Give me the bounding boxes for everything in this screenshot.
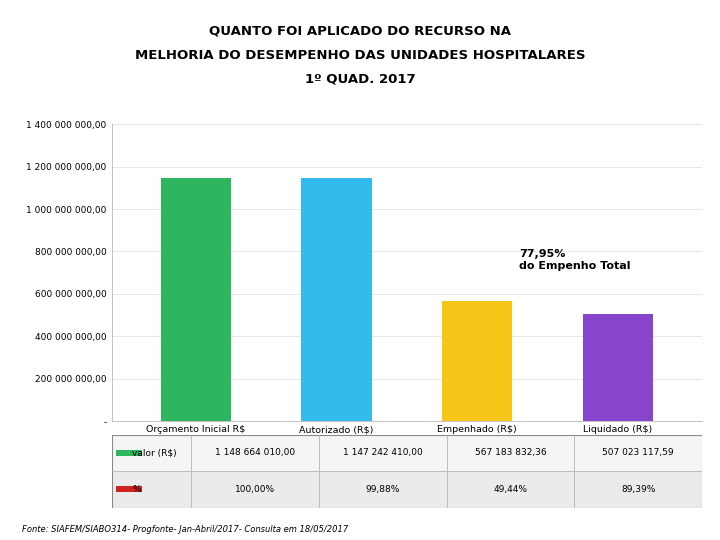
Bar [319, 471, 446, 508]
Bar [192, 471, 319, 508]
Text: QUANTO FOI APLICADO DO RECURSO NA: QUANTO FOI APLICADO DO RECURSO NA [209, 24, 511, 37]
Text: 1º QUAD. 2017: 1º QUAD. 2017 [305, 73, 415, 86]
Text: 567 183 832,36: 567 183 832,36 [474, 448, 546, 457]
Bar [117, 487, 143, 492]
Bar [575, 471, 702, 508]
Bar [117, 450, 143, 456]
Bar [575, 435, 702, 471]
Text: 100,00%: 100,00% [235, 485, 275, 494]
Bar [582, 314, 653, 421]
Bar [112, 471, 192, 508]
Bar [319, 435, 446, 471]
Text: 1 148 664 010,00: 1 148 664 010,00 [215, 448, 295, 457]
Text: 77,95%
do Empenho Total: 77,95% do Empenho Total [519, 249, 631, 271]
Text: Fonte: SIAFEM/SIABO314- Progfonte- Jan-Abril/2017- Consulta em 18/05/2017: Fonte: SIAFEM/SIABO314- Progfonte- Jan-A… [22, 524, 348, 534]
Text: 49,44%: 49,44% [493, 485, 528, 494]
Bar [192, 435, 319, 471]
Text: 507 023 117,59: 507 023 117,59 [603, 448, 674, 457]
Bar [446, 435, 575, 471]
Bar [161, 178, 231, 421]
Bar [302, 178, 372, 421]
Text: 1 147 242 410,00: 1 147 242 410,00 [343, 448, 423, 457]
Text: MELHORIA DO DESEMPENHO DAS UNIDADES HOSPITALARES: MELHORIA DO DESEMPENHO DAS UNIDADES HOSP… [135, 49, 585, 62]
Text: valor (R$): valor (R$) [132, 448, 177, 457]
Bar [446, 471, 575, 508]
Bar [442, 301, 512, 421]
Text: 89,39%: 89,39% [621, 485, 655, 494]
Text: %: % [132, 485, 141, 494]
Text: 99,88%: 99,88% [366, 485, 400, 494]
Bar [112, 435, 192, 471]
